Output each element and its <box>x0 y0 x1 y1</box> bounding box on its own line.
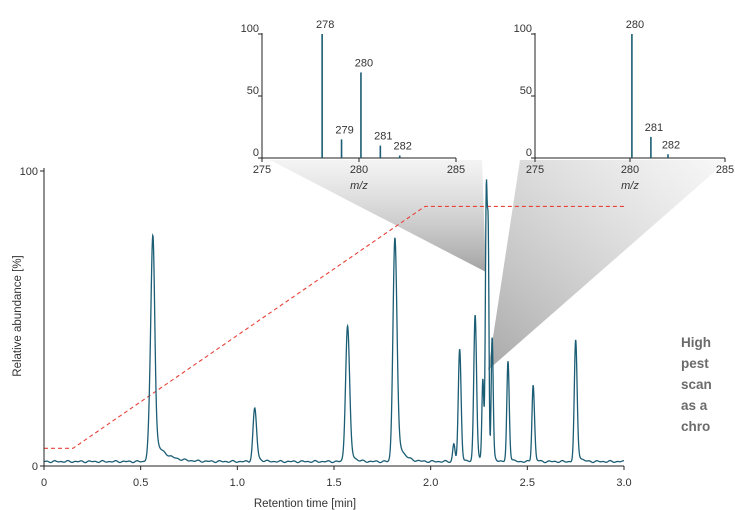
mass-spectrum-left-peak-label: 282 <box>394 141 412 153</box>
mass-spectrum-right-y-tick-label: 50 <box>520 85 532 97</box>
mass-spectrum-left-peak-label: 280 <box>355 57 373 69</box>
mass-spectrum-left-y-tick-label: 100 <box>241 23 259 35</box>
caption-line: scan <box>681 377 712 392</box>
chromatogram-x-tick-label: 0.5 <box>133 477 148 489</box>
mass-spectrum-left-y-tick-label: 0 <box>253 147 259 159</box>
mass-spectrum-right-x-axis-label: m/z <box>621 180 639 192</box>
chromatogram-y-tick-label: 0 <box>32 461 38 473</box>
caption-line: chro <box>681 419 711 434</box>
mass-spectrum-right-peak-label: 281 <box>645 122 663 134</box>
chromatogram-x-tick-label: 1.5 <box>326 477 341 489</box>
mass-spectrum-left-x-tick-label: 275 <box>253 164 271 176</box>
mass-spectrum-right-x-tick-label: 280 <box>621 164 639 176</box>
chromatogram-x-tick-label: 2.5 <box>520 477 535 489</box>
mass-spectrum-left-y-tick-label: 50 <box>247 85 259 97</box>
zoom-fan-right <box>488 160 728 370</box>
mass-spectrum-right-y-tick-label: 0 <box>526 147 532 159</box>
mass-spectrum-right-x-tick-label: 275 <box>526 164 544 176</box>
gradient-profile-line <box>44 205 624 449</box>
chromatogram-y-axis-label: Relative abundance [%] <box>12 255 24 376</box>
caption: High pest scan as a chro <box>681 332 735 437</box>
mass-spectrum-left-peak-label: 278 <box>316 19 334 31</box>
mass-spectrum-left-peak-label: 279 <box>335 124 353 136</box>
mass-spectrum-right-y-tick-label: 100 <box>514 23 532 35</box>
mass-spectrum-left-x-axis-label: m/z <box>350 180 368 192</box>
mass-spectrum-right: 275 280 285 0 50 100 280 281 282 m/z <box>514 19 735 192</box>
chromatogram-x-tick-label: 1.0 <box>230 477 245 489</box>
chromatogram-x-tick-label: 0 <box>41 477 47 489</box>
mass-spectrum-left-peak-label: 281 <box>374 131 392 143</box>
chromatogram-y-tick-label: 100 <box>20 166 38 178</box>
mass-spectrum-right-peak-label: 282 <box>662 139 680 151</box>
zoom-fan-left <box>270 160 486 272</box>
caption-line: High <box>681 335 711 350</box>
chromatogram-x-tick-label: 3.0 <box>616 477 631 489</box>
caption-line: pest <box>681 356 709 371</box>
chromatogram-x-axis-label: Retention time [min] <box>254 498 356 510</box>
chromatogram-x-tick-label: 2.0 <box>423 477 438 489</box>
mass-spectrum-left-x-tick-label: 285 <box>447 164 465 176</box>
mass-spectrum-right-peak-label: 280 <box>626 19 644 31</box>
chromatogram: 0 0.5 1.0 1.5 2.0 2.5 3.0 0 100 Retention time … <box>12 166 632 510</box>
chromatogram-trace <box>43 179 625 464</box>
mass-spectrum-left-x-tick-label: 280 <box>350 164 368 176</box>
caption-line: as a <box>681 398 708 413</box>
mass-spectrum-right-x-tick-label: 285 <box>716 164 734 176</box>
